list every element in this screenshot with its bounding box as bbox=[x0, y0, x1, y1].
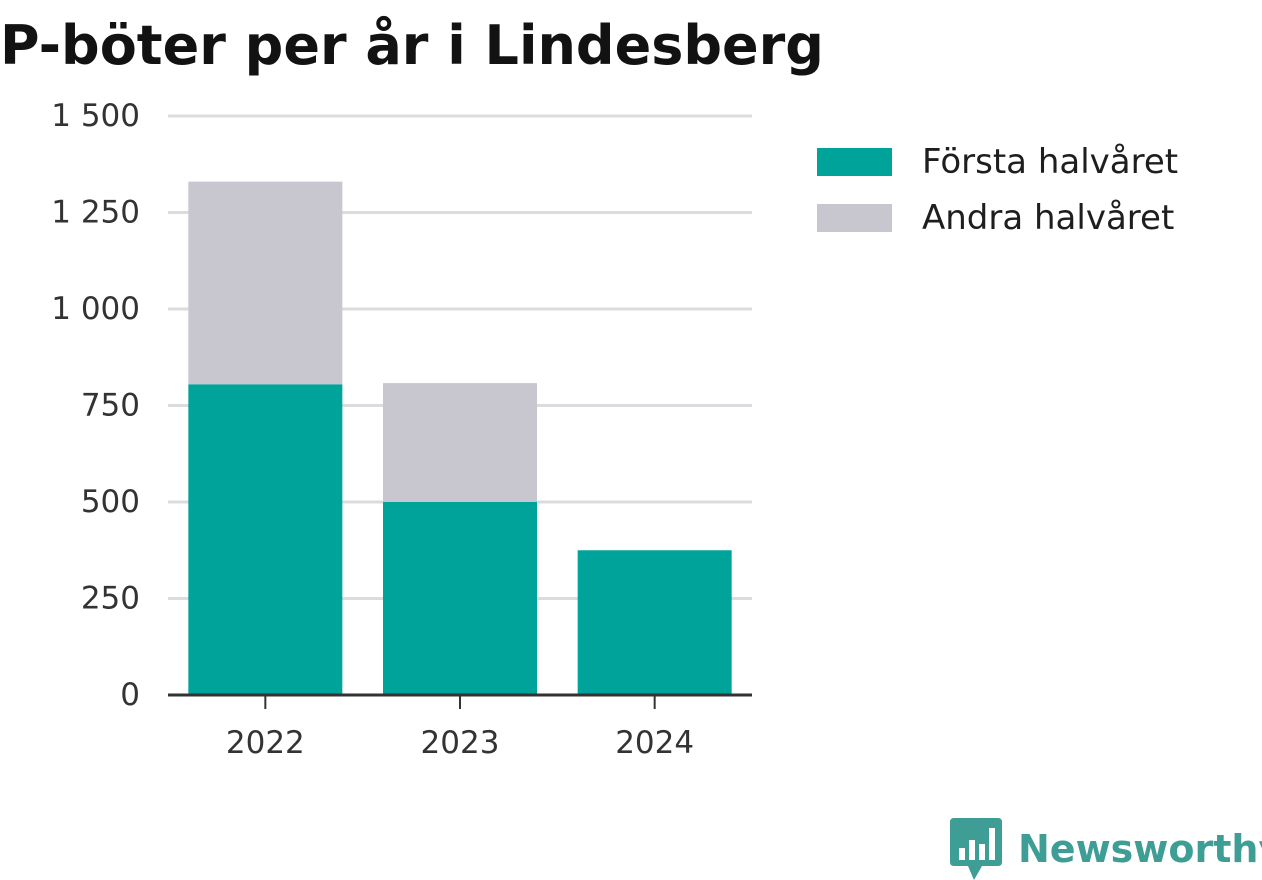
x-tick-label: 2022 bbox=[226, 725, 305, 761]
bars bbox=[188, 181, 732, 695]
y-tick-label: 1 000 bbox=[51, 291, 140, 327]
newsworthy-logo-icon bbox=[950, 818, 1002, 880]
y-tick-label: 1 500 bbox=[51, 98, 140, 134]
legend-swatch bbox=[817, 148, 892, 176]
legend-label: Andra halvåret bbox=[922, 198, 1174, 238]
x-axis-tick-labels: 2022 2023 2024 bbox=[226, 725, 694, 761]
y-tick-label: 250 bbox=[81, 581, 140, 617]
bar bbox=[383, 502, 537, 695]
y-tick-label: 500 bbox=[81, 484, 140, 520]
legend-swatch bbox=[817, 204, 892, 232]
x-tick-label: 2023 bbox=[421, 725, 500, 761]
bar bbox=[188, 384, 343, 695]
brand-name: Newsworthy bbox=[1018, 827, 1262, 871]
legend: Första halvåret Andra halvåret bbox=[817, 142, 1178, 238]
x-axis bbox=[168, 693, 752, 709]
brand-logo: Newsworthy bbox=[950, 818, 1262, 880]
bar bbox=[577, 550, 732, 695]
legend-label: Första halvåret bbox=[922, 142, 1178, 182]
x-tick-label: 2024 bbox=[615, 725, 694, 761]
chart-title: P-böter per år i Lindesberg bbox=[0, 14, 824, 77]
bar bbox=[188, 181, 343, 385]
y-tick-label: 0 bbox=[120, 677, 140, 713]
y-tick-label: 750 bbox=[81, 388, 140, 424]
y-axis-tick-labels: 0 250 500 750 1 000 1 250 1 500 bbox=[51, 98, 140, 713]
bar bbox=[383, 383, 537, 502]
y-tick-label: 1 250 bbox=[51, 195, 140, 231]
